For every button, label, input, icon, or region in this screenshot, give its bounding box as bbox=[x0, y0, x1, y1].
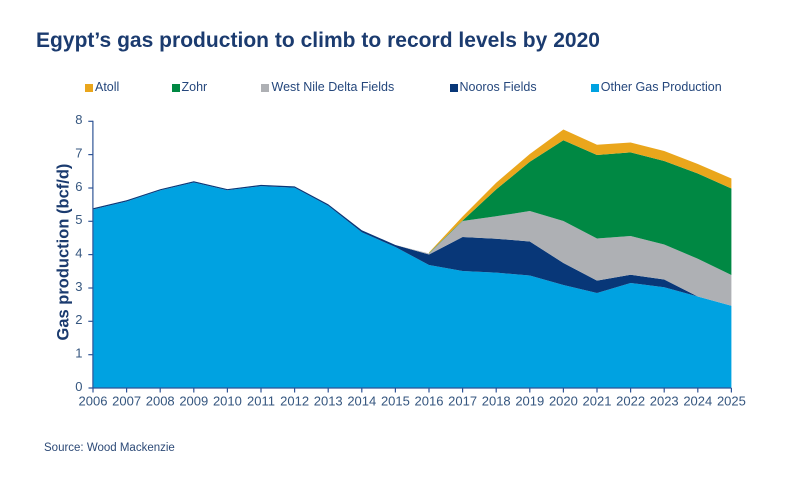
svg-text:2012: 2012 bbox=[280, 394, 309, 409]
svg-text:2006: 2006 bbox=[79, 394, 108, 409]
svg-text:2015: 2015 bbox=[381, 394, 410, 409]
svg-text:2020: 2020 bbox=[549, 394, 578, 409]
svg-text:2023: 2023 bbox=[650, 394, 679, 409]
svg-text:2008: 2008 bbox=[146, 394, 175, 409]
svg-text:2014: 2014 bbox=[347, 394, 376, 409]
svg-text:3: 3 bbox=[75, 279, 82, 294]
svg-text:4: 4 bbox=[75, 246, 82, 261]
svg-text:2021: 2021 bbox=[583, 394, 612, 409]
svg-text:7: 7 bbox=[75, 146, 82, 161]
svg-text:6: 6 bbox=[75, 179, 82, 194]
svg-text:2024: 2024 bbox=[683, 394, 712, 409]
svg-text:2007: 2007 bbox=[112, 394, 141, 409]
svg-text:2022: 2022 bbox=[616, 394, 645, 409]
svg-text:1: 1 bbox=[75, 346, 82, 361]
svg-text:2011: 2011 bbox=[247, 394, 275, 409]
svg-text:2013: 2013 bbox=[314, 394, 343, 409]
svg-text:2010: 2010 bbox=[213, 394, 242, 409]
svg-text:2025: 2025 bbox=[717, 394, 746, 409]
svg-text:8: 8 bbox=[75, 112, 82, 127]
svg-text:5: 5 bbox=[75, 212, 82, 227]
svg-text:2018: 2018 bbox=[482, 394, 511, 409]
svg-text:2016: 2016 bbox=[415, 394, 444, 409]
svg-text:2: 2 bbox=[75, 312, 82, 327]
svg-text:0: 0 bbox=[75, 379, 82, 394]
svg-text:2017: 2017 bbox=[448, 394, 477, 409]
svg-text:2019: 2019 bbox=[515, 394, 544, 409]
svg-text:2009: 2009 bbox=[179, 394, 208, 409]
